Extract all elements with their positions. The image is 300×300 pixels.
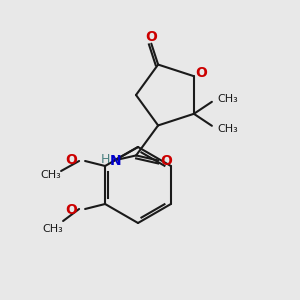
Text: O: O — [65, 153, 77, 167]
Text: O: O — [146, 30, 157, 44]
Text: CH₃: CH₃ — [217, 124, 238, 134]
Text: O: O — [65, 203, 77, 217]
Text: CH₃: CH₃ — [41, 170, 62, 180]
Text: N: N — [109, 154, 121, 168]
Text: H: H — [100, 153, 110, 166]
Text: O: O — [195, 66, 207, 80]
Text: CH₃: CH₃ — [43, 224, 64, 234]
Text: O: O — [160, 154, 172, 168]
Text: CH₃: CH₃ — [217, 94, 238, 104]
